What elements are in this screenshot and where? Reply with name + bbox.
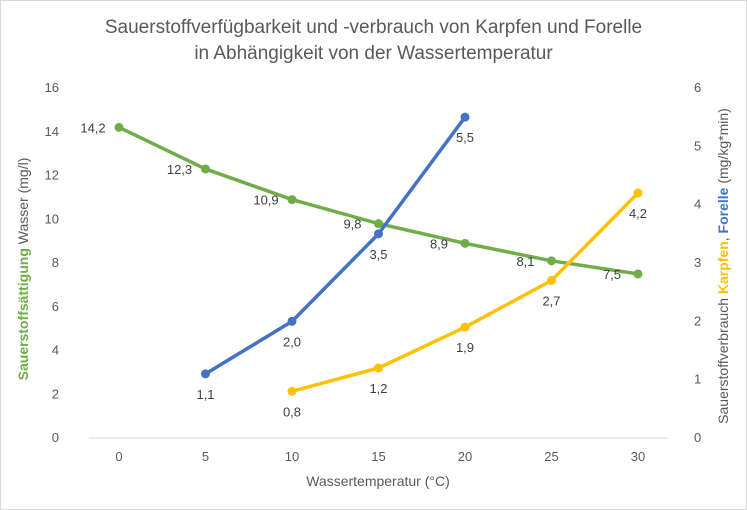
chart-title: Sauerstoffverfügbarkeit und -verbrauch v… [1,15,746,67]
data-point [287,316,297,326]
data-label: 7,5 [603,267,621,282]
x-tick-label: 15 [371,449,385,464]
right-axis-title: Sauerstoffverbrauch Karpfen, Forelle (mg… [715,108,731,424]
x-tick-label: 5 [202,449,209,464]
left-axis-title-colored: Sauerstoffsättigung [15,248,31,380]
data-point [633,188,643,198]
data-point [633,269,643,279]
data-label: 1,2 [369,381,387,396]
chart-title-line1: Sauerstoffverfügbarkeit und -verbrauch v… [104,17,643,38]
right-tick-label: 6 [694,80,701,95]
right-axis-title-forelle: Forelle [715,187,731,233]
left-tick-label: 6 [52,299,59,314]
left-tick-label: 12 [45,168,59,183]
left-tick-label: 14 [45,124,59,139]
data-point [287,195,297,205]
data-point [460,112,470,122]
left-tick-label: 0 [52,430,59,445]
right-axis-title-karpfen: Karpfen [715,241,731,294]
data-point [374,219,383,229]
data-label: 10,9 [253,193,278,208]
right-tick-label: 5 [694,138,701,153]
left-tick-label: 8 [52,255,59,270]
data-label: 0,8 [283,404,301,419]
data-point [460,238,470,248]
right-axis-title-prefix: Sauerstoffverbrauch [715,294,731,424]
chart-title-line2: in Abhängigkeit von der Wassertemperatur [194,43,553,64]
left-tick-label: 2 [52,386,59,401]
data-label: 2,7 [542,294,560,309]
series-line-forelle [203,115,467,376]
x-tick-label: 30 [631,449,645,464]
data-label: 3,5 [369,247,387,262]
right-tick-label: 2 [694,313,701,328]
data-label: 8,9 [430,236,448,251]
data-label: 8,1 [516,254,534,269]
x-tick-label: 0 [115,449,122,464]
data-point [374,229,383,239]
data-point [114,122,124,132]
x-tick-label: 25 [544,449,558,464]
data-label: 14,2 [80,120,105,135]
right-axis-title-sep: , [715,233,731,241]
x-tick-label: 10 [285,449,299,464]
left-tick-label: 4 [52,343,59,358]
right-axis-ticks: 0 1 2 3 4 5 6 [694,80,701,445]
data-point [460,322,470,332]
right-tick-label: 1 [694,372,701,387]
right-tick-label: 0 [694,430,701,445]
x-tick-label: 20 [458,449,472,464]
data-point [287,386,297,396]
right-tick-label: 3 [694,255,701,270]
data-label: 5,5 [456,130,474,145]
data-label: 1,9 [456,340,474,355]
data-label: 2,0 [283,334,301,349]
data-label: 4,2 [629,206,647,221]
x-axis-title: Wassertemperatur (°C) [306,473,450,489]
data-point [547,256,556,266]
data-label-layer: 14,2 12,3 10,9 9,8 8,9 8,1 7,5 1,1 2,0 3,5 5,5 0,8 1… [80,120,647,419]
series-layer [114,112,643,396]
data-point [374,363,383,373]
data-label: 12,3 [167,162,192,177]
left-axis-ticks: 0 2 4 6 8 10 12 14 16 [45,80,59,445]
data-label: 9,8 [343,217,361,232]
left-tick-label: 10 [45,211,59,226]
data-point [547,276,556,285]
right-axis-title-suffix: (mg/kg*min) [715,108,731,187]
data-label: 1,1 [196,387,214,402]
data-point [201,164,210,174]
x-axis-ticks: 0 5 10 15 20 25 30 [115,449,645,464]
data-point [201,369,210,379]
right-tick-label: 4 [694,197,701,212]
left-axis-title-rest: Wasser (mg/l) [15,158,31,248]
left-tick-label: 16 [45,80,59,95]
left-axis-title: Sauerstoffsättigung Wasser (mg/l) [15,158,31,381]
